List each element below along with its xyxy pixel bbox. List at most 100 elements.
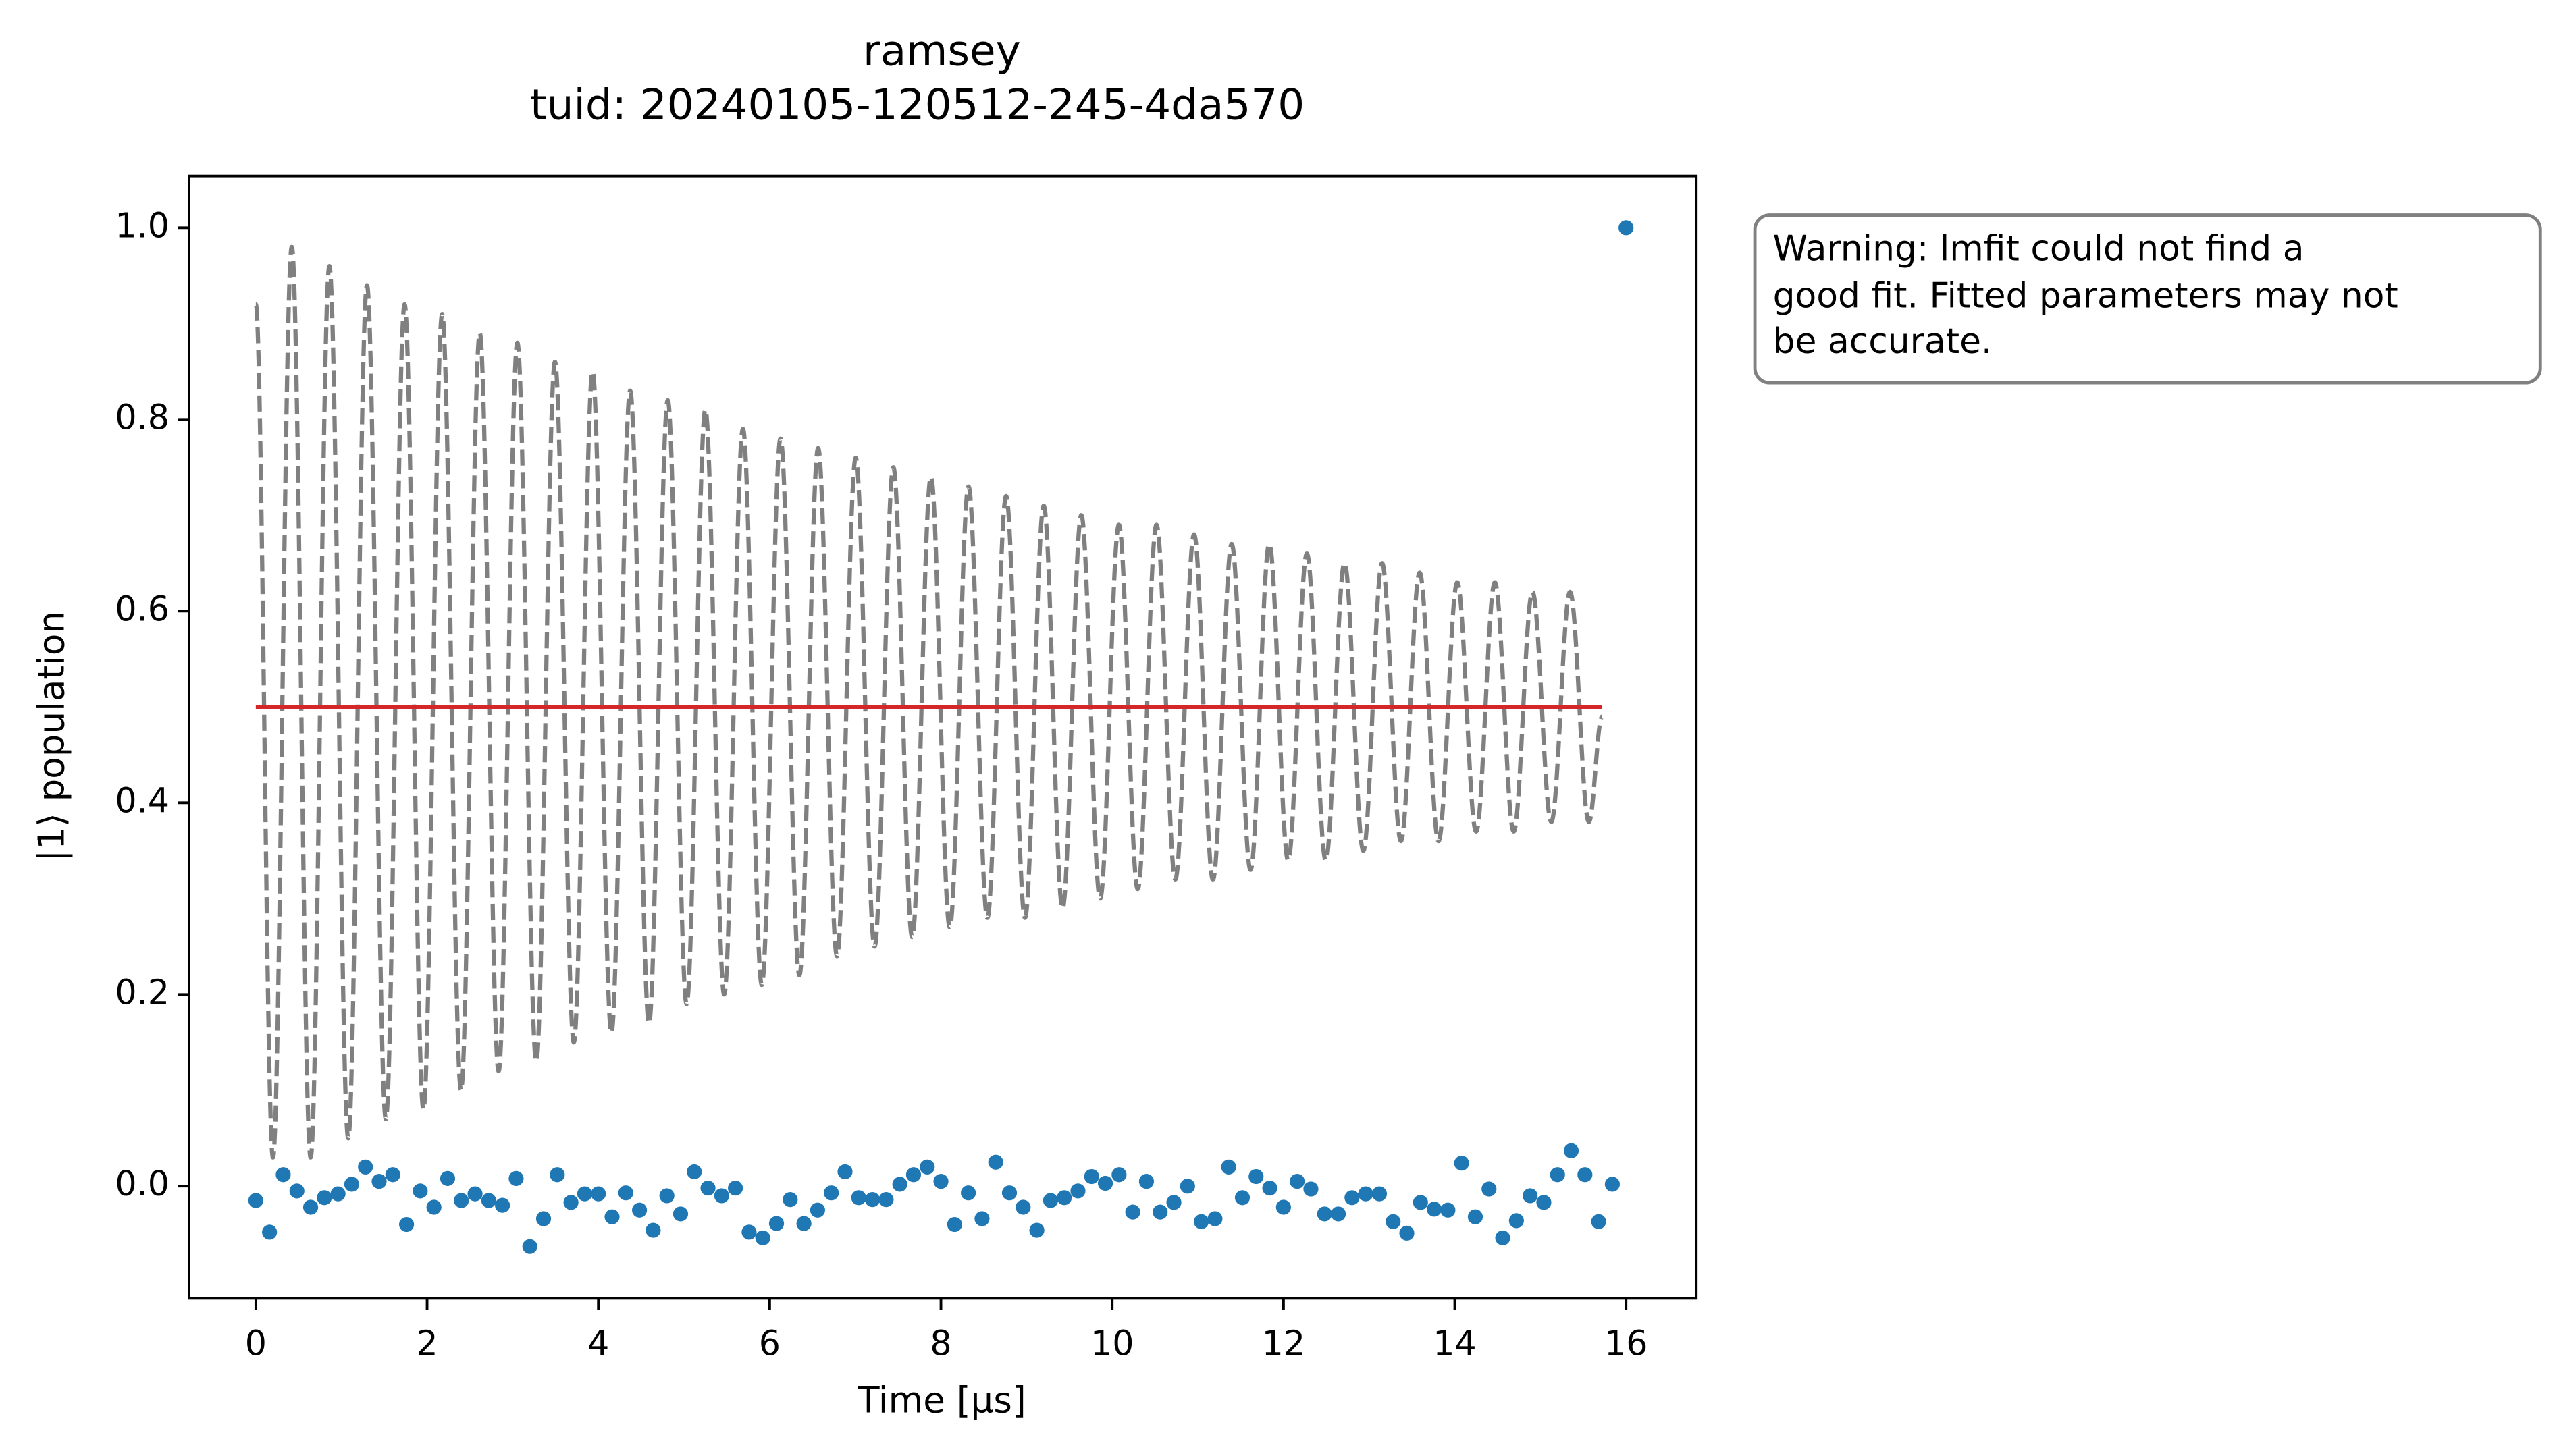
x-tick-label: 8 — [930, 1323, 951, 1363]
x-tick-label: 0 — [245, 1323, 267, 1363]
x-axis-label: Time [µs] — [857, 1379, 1026, 1421]
data-point — [646, 1222, 661, 1238]
data-point — [1194, 1214, 1209, 1229]
data-point — [371, 1174, 387, 1189]
data-point — [248, 1193, 263, 1208]
data-point — [1153, 1204, 1168, 1220]
data-point — [1358, 1186, 1373, 1202]
x-tick-label: 4 — [587, 1323, 609, 1363]
data-point — [755, 1230, 770, 1246]
data-point — [837, 1164, 853, 1180]
annotation-line: be accurate. — [1773, 321, 1993, 362]
data-point — [1097, 1175, 1113, 1191]
data-point — [673, 1206, 689, 1222]
axes-frame — [188, 174, 1698, 1300]
data-point — [631, 1202, 648, 1218]
data-point — [1043, 1193, 1058, 1208]
chart-subtitle: tuid: 20240105-120512-245-4da570 — [530, 80, 1305, 129]
plot-area — [248, 220, 1634, 1254]
data-point — [947, 1216, 962, 1233]
data-point — [563, 1195, 579, 1210]
data-point — [974, 1211, 990, 1226]
data-point — [920, 1159, 935, 1175]
data-point — [1330, 1206, 1346, 1222]
data-point — [1467, 1209, 1483, 1224]
data-point — [426, 1199, 442, 1215]
data-point — [783, 1192, 798, 1208]
data-point — [1111, 1167, 1127, 1183]
data-point — [591, 1186, 606, 1202]
x-tick-label: 2 — [416, 1323, 438, 1363]
data-point — [262, 1224, 278, 1240]
x-tick-label: 10 — [1090, 1323, 1134, 1363]
data-point — [1550, 1167, 1565, 1183]
data-point — [1207, 1211, 1223, 1226]
fit-curve — [253, 244, 1604, 1160]
data-point — [385, 1167, 400, 1183]
data-point — [317, 1190, 332, 1206]
data-point — [1317, 1206, 1332, 1222]
data-point — [1029, 1222, 1045, 1238]
data-point — [1618, 220, 1634, 236]
data-point — [413, 1183, 428, 1199]
data-point — [550, 1167, 565, 1183]
x-tick-label: 14 — [1433, 1323, 1476, 1363]
data-point — [851, 1190, 866, 1206]
data-point — [1604, 1177, 1621, 1192]
data-point — [302, 1199, 319, 1215]
data-point — [864, 1192, 880, 1208]
x-tick-label: 6 — [759, 1323, 781, 1363]
data-point — [1481, 1181, 1497, 1197]
data-point — [577, 1186, 593, 1202]
data-point — [1180, 1179, 1195, 1194]
y-tick-label: 0.0 — [115, 1164, 169, 1204]
data-point — [1001, 1185, 1018, 1201]
data-point — [1221, 1159, 1236, 1175]
data-point — [604, 1209, 620, 1224]
annotation-line: good fit. Fitted parameters may not — [1773, 276, 2398, 317]
data-point — [1166, 1195, 1182, 1210]
data-point — [1084, 1168, 1099, 1185]
data-point — [1508, 1213, 1524, 1229]
data-point — [1138, 1174, 1155, 1189]
data-point — [1440, 1202, 1456, 1218]
data-point — [1290, 1174, 1305, 1189]
data-point — [1070, 1183, 1086, 1199]
data-point — [988, 1154, 1003, 1170]
data-point — [1371, 1186, 1388, 1202]
data-point — [714, 1188, 729, 1204]
data-point — [1386, 1214, 1401, 1229]
data-point — [659, 1188, 675, 1204]
data-point — [398, 1216, 415, 1233]
data-point — [330, 1186, 346, 1202]
data-point — [1495, 1230, 1510, 1246]
data-point — [1057, 1190, 1072, 1206]
data-point — [728, 1180, 743, 1196]
data-point — [1262, 1180, 1278, 1196]
data-point — [1016, 1199, 1031, 1215]
data-point — [618, 1185, 633, 1201]
data-point — [1234, 1190, 1250, 1206]
data-point — [344, 1177, 360, 1192]
x-tick-label: 12 — [1262, 1323, 1305, 1363]
data-point — [878, 1192, 894, 1208]
annotation-box — [1753, 213, 2542, 385]
data-point — [824, 1185, 839, 1201]
data-point — [358, 1159, 373, 1175]
data-point — [905, 1167, 922, 1183]
data-point — [892, 1177, 907, 1192]
data-point — [1454, 1156, 1469, 1171]
y-tick-label: 0.8 — [115, 397, 169, 437]
data-point — [495, 1197, 510, 1213]
data-point — [700, 1180, 716, 1196]
data-point — [1303, 1181, 1319, 1197]
data-point — [961, 1185, 976, 1201]
data-point — [508, 1170, 524, 1186]
data-point — [687, 1164, 702, 1180]
data-point — [1275, 1199, 1291, 1215]
data-point — [1523, 1188, 1538, 1204]
data-point — [810, 1202, 825, 1218]
y-tick-label: 0.2 — [115, 972, 169, 1012]
data-point — [535, 1211, 552, 1226]
